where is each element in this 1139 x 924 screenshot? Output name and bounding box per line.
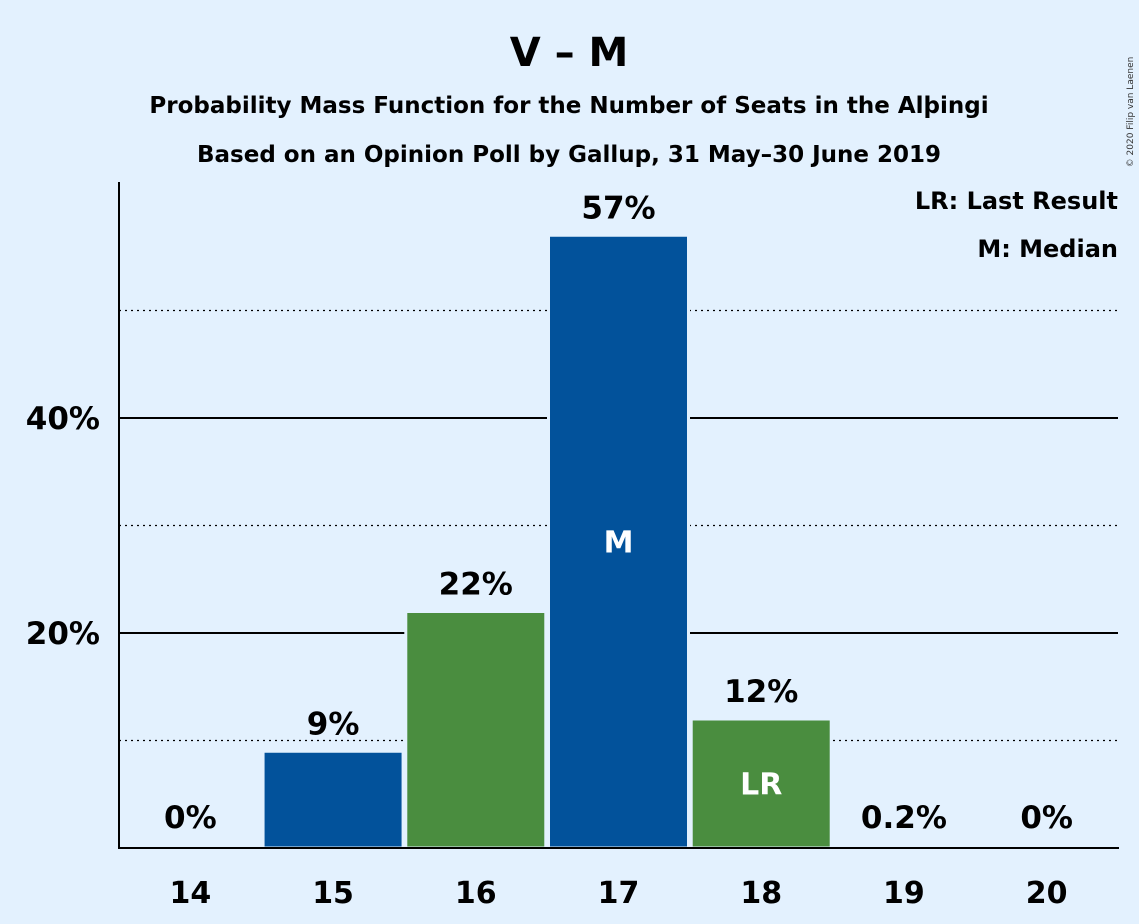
y-tick-label: 20%	[26, 616, 100, 652]
data-label-16: 22%	[439, 567, 513, 603]
x-tick-label: 19	[883, 876, 925, 911]
data-labels: 0% 9% 22% 57% M 12% LR 0.2% 0%	[164, 190, 1073, 836]
data-label-19: 0.2%	[861, 800, 947, 836]
x-tick-labels: 14 15 16 17 18 19 20	[169, 876, 1067, 911]
x-tick-label: 17	[598, 876, 640, 911]
x-tick-label: 15	[312, 876, 354, 911]
x-tick-label: 14	[169, 876, 211, 911]
chart-subtitle-1: Probability Mass Function for the Number…	[149, 93, 988, 119]
x-tick-label: 20	[1026, 876, 1068, 911]
chart-title: V – M	[510, 30, 629, 76]
data-label-14: 0%	[164, 800, 217, 836]
data-label-17: 57%	[581, 190, 655, 226]
data-label-18: 12%	[724, 674, 798, 710]
bars	[261, 233, 976, 850]
copyright-text: © 2020 Filip van Laenen	[1126, 57, 1136, 168]
bar-marker-m: M	[604, 526, 634, 561]
y-tick-labels: 20% 40%	[26, 401, 100, 652]
x-tick-label: 18	[740, 876, 782, 911]
legend-last-result: LR: Last Result	[915, 187, 1118, 215]
bar-15	[261, 749, 405, 850]
chart-subtitle-2: Based on an Opinion Poll by Gallup, 31 M…	[197, 142, 941, 168]
data-label-20: 0%	[1020, 800, 1073, 836]
bar-16	[404, 610, 548, 850]
bar-marker-lr: LR	[740, 768, 782, 803]
legend-median: M: Median	[977, 235, 1118, 263]
y-tick-label: 40%	[26, 401, 100, 437]
data-label-15: 9%	[307, 706, 360, 742]
bar-17	[547, 233, 690, 850]
x-tick-label: 16	[455, 876, 497, 911]
axes	[118, 182, 1119, 849]
